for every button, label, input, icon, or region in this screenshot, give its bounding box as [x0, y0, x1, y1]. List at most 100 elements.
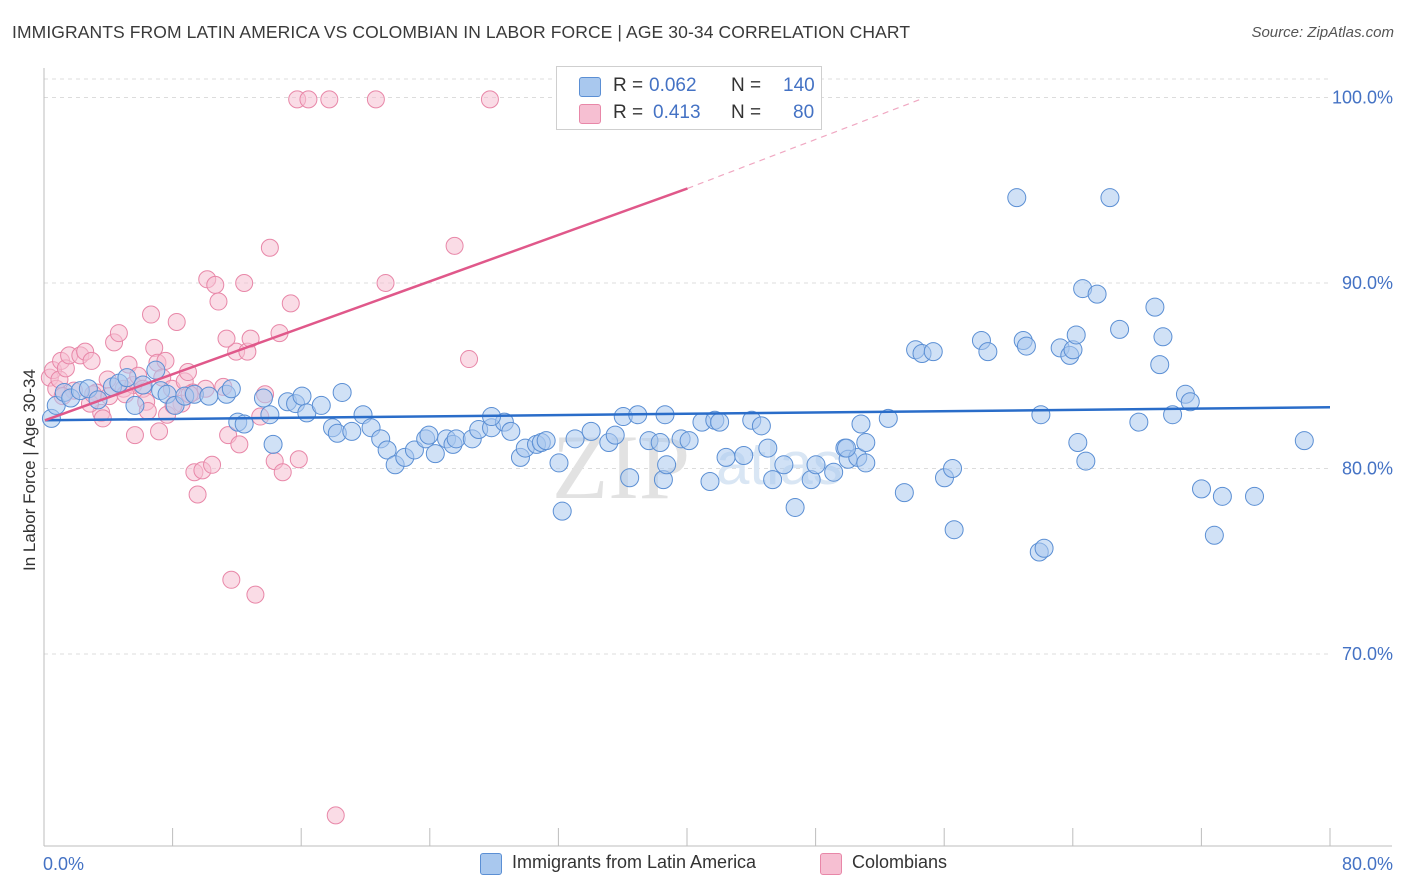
legend-label: Colombians: [852, 852, 948, 872]
latin-america-point: [700, 471, 720, 491]
source-label: Source: ZipAtlas.com: [1251, 24, 1394, 41]
colombians-point: [260, 238, 279, 257]
colombians-point: [235, 274, 254, 292]
latin-america-point: [1068, 433, 1088, 453]
latin-america-point: [146, 360, 166, 380]
colombians-point: [320, 90, 339, 109]
latin-america-point: [978, 342, 998, 362]
latin-america-point: [260, 405, 280, 425]
latin-america-point: [856, 453, 876, 473]
latin-america-point: [1034, 538, 1054, 558]
n-label: N =: [731, 75, 762, 96]
axes: [43, 68, 1392, 847]
legend-swatch-blue: [579, 77, 601, 97]
legend-swatch-pink: [579, 104, 601, 124]
latin-america-point: [1145, 297, 1165, 317]
latin-america-point: [1204, 525, 1224, 545]
latin-america-trend-line: [44, 406, 1331, 422]
colombians-point: [82, 351, 101, 370]
latin-america-point: [894, 483, 914, 503]
latin-america-point: [758, 438, 778, 458]
gridlines: [44, 78, 1330, 655]
y-tick-label: 100.0%: [1332, 88, 1393, 108]
latin-america-point: [774, 455, 794, 475]
n-value-pink: 80: [793, 102, 815, 123]
colombians-point: [150, 422, 169, 441]
colombians-point: [209, 292, 228, 311]
latin-america-point: [419, 425, 439, 445]
latin-america-point: [923, 342, 943, 362]
latin-america-point: [446, 429, 466, 449]
colombians-point: [281, 294, 300, 313]
latin-america-point: [425, 444, 445, 464]
latin-america-point: [1100, 188, 1120, 208]
legend-swatch-blue: [480, 853, 502, 875]
latin-america-point: [824, 462, 844, 482]
colombians-point: [289, 450, 308, 469]
colombians-point: [376, 274, 395, 292]
colombians-point: [206, 275, 225, 294]
latin-america-point: [117, 368, 137, 388]
r-label: R =: [613, 102, 644, 123]
latin-america-point: [710, 412, 730, 432]
latin-america-point: [1153, 327, 1173, 347]
colombians-point: [246, 585, 265, 604]
latin-america-point: [536, 431, 556, 451]
colombians-point: [366, 90, 385, 109]
r-label: R =: [613, 75, 644, 96]
latin-america-point: [943, 459, 963, 478]
colombians-point: [230, 435, 249, 454]
legend-label: Immigrants from Latin America: [512, 852, 757, 872]
latin-america-point: [1180, 392, 1200, 412]
latin-america-point: [785, 497, 805, 517]
latin-america-point: [734, 446, 754, 466]
latin-america-point: [763, 470, 783, 490]
colombians-trend-extension: [687, 98, 921, 189]
latin-america-point: [332, 382, 352, 402]
colombians-point: [326, 806, 345, 825]
latin-america-point: [1245, 486, 1265, 506]
latin-america-point: [581, 421, 601, 441]
colombians-point: [222, 570, 241, 589]
legend-swatch-pink: [820, 853, 842, 875]
latin-america-point: [1150, 355, 1170, 375]
latin-america-point: [565, 429, 585, 449]
y-tick-label: 70.0%: [1342, 644, 1393, 664]
latin-america-point: [1163, 405, 1183, 425]
latin-america-point: [1087, 284, 1107, 304]
latin-america-point: [377, 440, 397, 460]
latin-america-point: [1192, 479, 1211, 499]
latin-america-point: [1066, 325, 1086, 345]
r-value-pink: 0.413: [653, 102, 701, 123]
latin-america-point: [311, 395, 331, 415]
latin-america-point: [716, 447, 736, 467]
latin-america-point: [253, 388, 273, 408]
trend-lines: [44, 98, 1331, 422]
latin-america-point: [1110, 319, 1130, 339]
latin-america-point: [549, 453, 569, 473]
latin-america-point: [221, 379, 241, 399]
colombians-point: [299, 90, 318, 109]
latin-america-point: [679, 431, 699, 451]
latin-america-point: [342, 421, 362, 441]
latin-america-point: [851, 414, 871, 434]
colombians-point: [125, 426, 144, 445]
stats-legend: R = 0.062 N = 140 R = 0.413 N = 80: [556, 66, 822, 130]
tick-labels: 70.0% 80.0% 90.0% 100.0% 0.0% 80.0%: [43, 88, 1393, 875]
colombians-point: [109, 324, 128, 343]
latin-america-point: [944, 520, 964, 540]
latin-america-point: [1007, 188, 1027, 208]
colombians-point: [217, 329, 236, 348]
colombians-point: [445, 236, 464, 255]
colombians-trend-line: [44, 187, 688, 422]
colombians-point: [203, 455, 222, 474]
latin-america-point: [605, 425, 625, 445]
latin-america-point: [1294, 431, 1314, 451]
latin-america-point: [1129, 412, 1149, 432]
latin-america-point: [856, 433, 876, 453]
latin-america-point: [501, 421, 521, 441]
latin-america-point: [837, 438, 857, 458]
latin-america-point: [263, 434, 283, 454]
latin-america-point: [657, 455, 677, 475]
latin-america-point: [620, 468, 640, 488]
